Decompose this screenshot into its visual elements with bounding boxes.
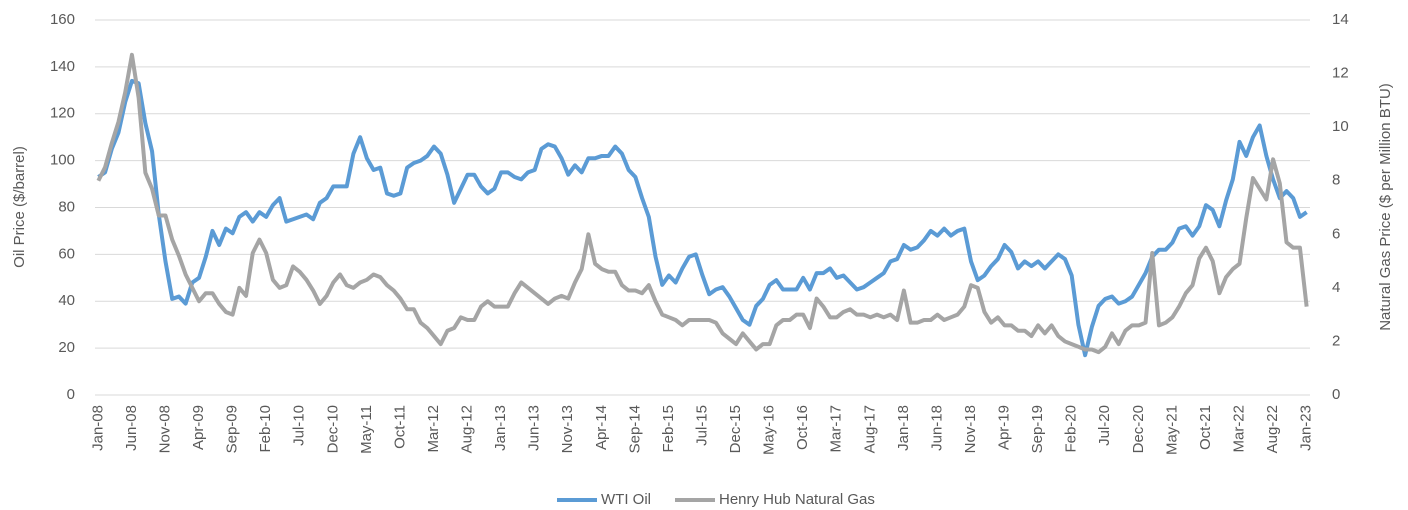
x-tick-label: Dec-15 (727, 405, 744, 453)
y-tick-label: 120 (50, 105, 75, 122)
x-tick-label: Feb-20 (1063, 405, 1080, 453)
x-tick-label: Jun-08 (123, 405, 140, 451)
x-tick-label: Nov-13 (559, 405, 576, 453)
x-tick-label: Aug-12 (459, 405, 476, 453)
y-axis-title: Oil Price ($/barrel) (11, 146, 28, 268)
x-tick-label: Aug-17 (861, 405, 878, 453)
x-tick-label: Mar-22 (1230, 405, 1247, 453)
legend-label: WTI Oil (601, 491, 651, 508)
y2-axis-title: Natural Gas Price ($ per Million BTU) (1377, 83, 1394, 331)
x-tick-label: Jan-08 (89, 405, 106, 451)
x-tick-label: Oct-11 (391, 405, 408, 449)
x-tick-label: Jan-18 (895, 405, 912, 451)
x-tick-label: Jan-23 (1298, 405, 1315, 451)
x-tick-label: Mar-17 (828, 405, 845, 453)
x-tick-label: May-16 (761, 405, 778, 455)
x-tick-label: Oct-21 (1197, 405, 1214, 450)
series-line (96, 52, 1309, 355)
y2-tick-label: 2 (1332, 332, 1340, 349)
x-tick-label: Feb-10 (257, 405, 274, 453)
x-tick-label: Jul-15 (693, 405, 710, 446)
x-tick-label: Dec-20 (1130, 405, 1147, 453)
y2-tick-label: 14 (1332, 11, 1349, 28)
x-tick-label: Apr-14 (593, 405, 610, 450)
x-tick-label: Nov-18 (962, 405, 979, 453)
x-tick-label: Jul-20 (1096, 405, 1113, 446)
x-tick-label: Apr-09 (190, 405, 207, 450)
x-tick-label: Jun-13 (526, 405, 543, 451)
y-tick-label: 40 (58, 292, 75, 309)
x-tick-label: Jan-13 (492, 405, 509, 451)
series-line (97, 78, 1308, 358)
y-tick-label: 20 (58, 339, 75, 356)
y2-tick-label: 12 (1332, 65, 1349, 82)
x-tick-label: Feb-15 (660, 405, 677, 453)
y-tick-label: 60 (58, 245, 75, 262)
y2-tick-label: 6 (1332, 225, 1340, 242)
x-tick-label: Nov-08 (156, 405, 173, 453)
y2-tick-label: 8 (1332, 172, 1340, 189)
x-tick-label: Jun-18 (928, 405, 945, 451)
x-tick-label: Mar-12 (425, 405, 442, 453)
legend-label: Henry Hub Natural Gas (719, 491, 875, 508)
y-tick-label: 160 (50, 11, 75, 28)
x-tick-label: May-11 (358, 405, 375, 454)
y-tick-label: 100 (50, 152, 75, 169)
y2-tick-label: 10 (1332, 118, 1349, 135)
y-tick-label: 80 (58, 198, 75, 215)
x-tick-label: Sep-09 (224, 405, 241, 453)
y-tick-label: 140 (50, 58, 75, 75)
x-tick-label: Aug-22 (1264, 405, 1281, 453)
x-tick-label: Jul-10 (291, 405, 308, 446)
x-tick-label: May-21 (1163, 405, 1180, 455)
x-tick-label: Dec-10 (324, 405, 341, 453)
y2-tick-label: 0 (1332, 386, 1340, 403)
y-tick-label: 0 (67, 386, 75, 403)
y2-tick-label: 4 (1332, 279, 1340, 296)
x-tick-label: Apr-19 (996, 405, 1013, 450)
x-tick-label: Sep-19 (1029, 405, 1046, 453)
x-tick-label: Oct-16 (794, 405, 811, 450)
x-tick-label: Sep-14 (626, 405, 643, 453)
